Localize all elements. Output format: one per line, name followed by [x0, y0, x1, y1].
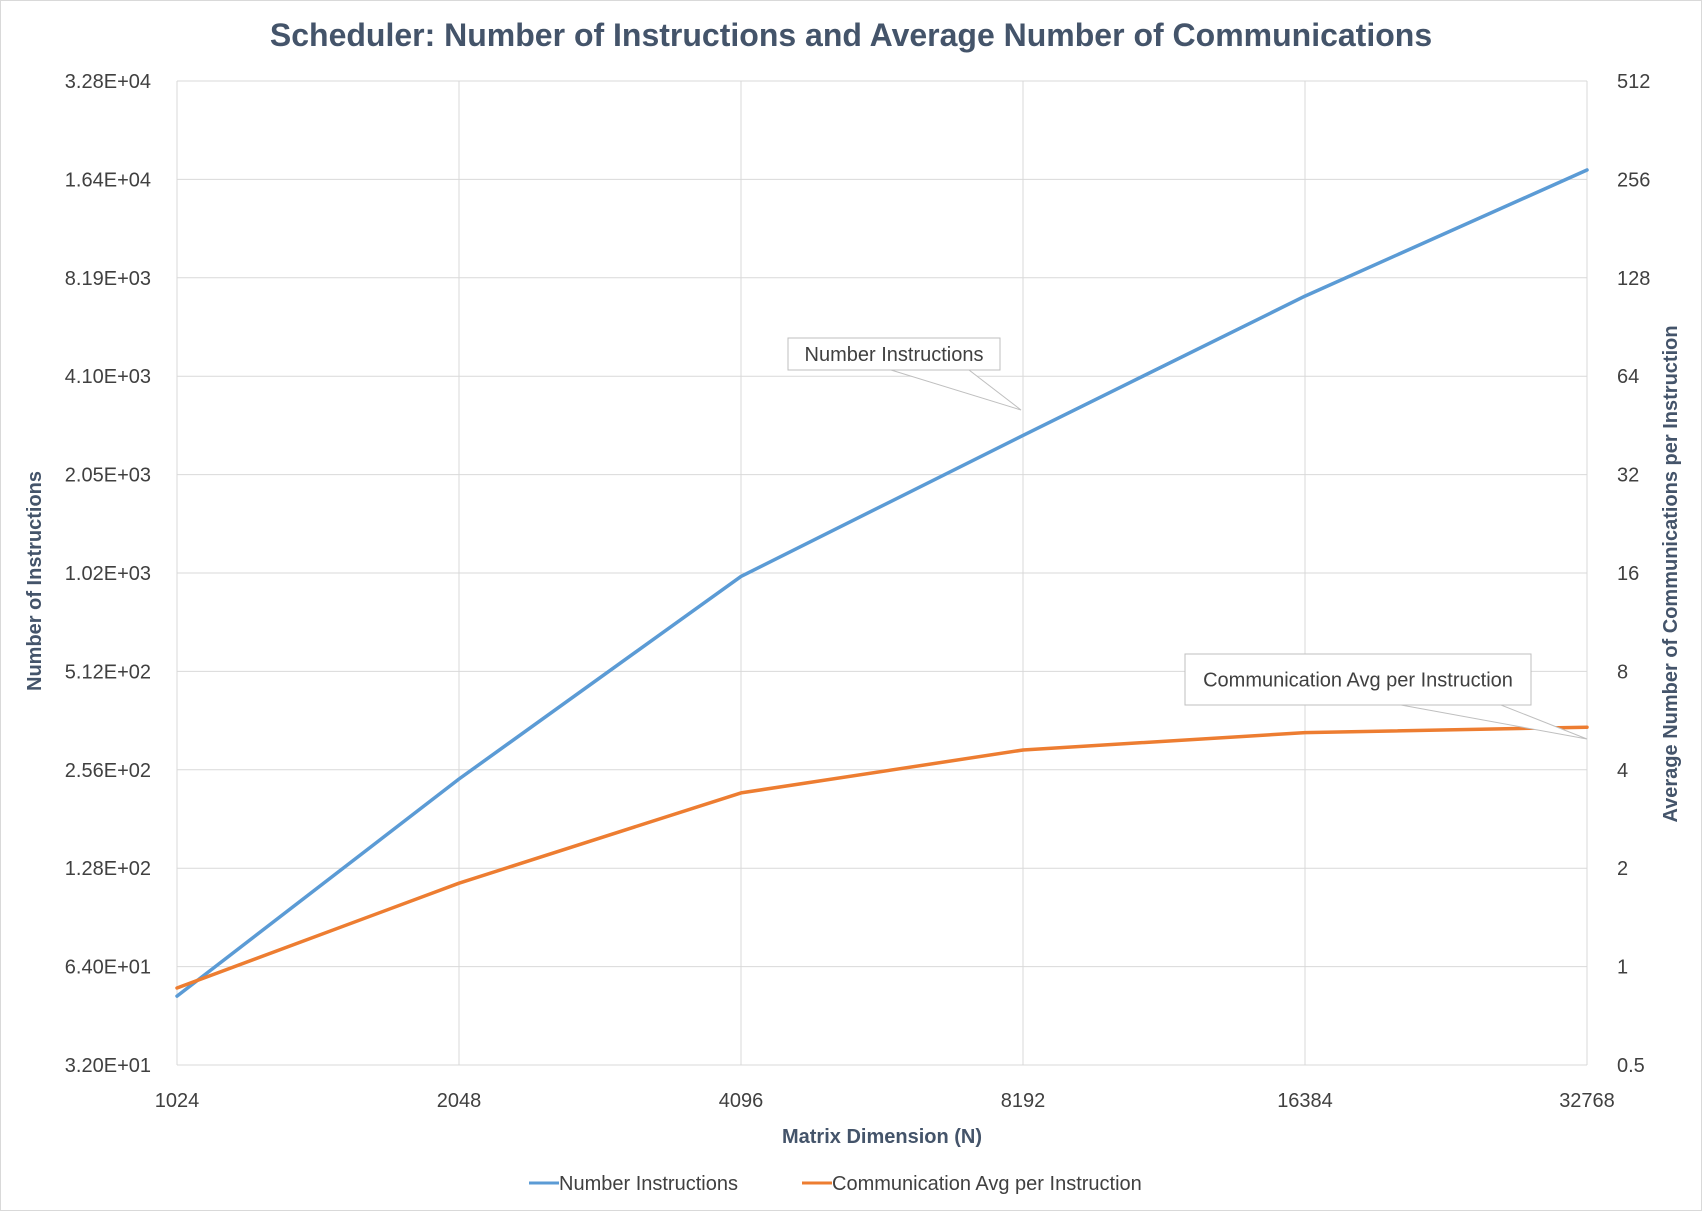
y2-tick-label: 128: [1617, 268, 1650, 290]
y-tick-label: 1.28E+02: [65, 858, 151, 880]
callout: Number Instructions: [787, 337, 1022, 411]
callout-box: [787, 337, 1001, 371]
x-tick-label: 8192: [1001, 1090, 1046, 1112]
series-lines: [175, 168, 1589, 998]
chart-title: Scheduler: Number of Instructions and Av…: [270, 17, 1432, 53]
x-tick-label: 16384: [1277, 1090, 1333, 1112]
x-tick-label: 4096: [719, 1090, 764, 1112]
y-tick-label: 1.64E+04: [65, 169, 151, 191]
legend-label-communication-avg: Communication Avg per Instruction: [832, 1173, 1142, 1195]
y-tick-label: 5.12E+02: [65, 661, 151, 683]
series-line-communication-avg: [175, 725, 1589, 990]
x-tick-label: 32768: [1559, 1090, 1615, 1112]
y2-tick-label: 32: [1617, 465, 1639, 487]
y-tick-label: 3.20E+01: [65, 1055, 151, 1077]
y-tick-label: 8.19E+03: [65, 268, 151, 290]
y2-axis-title: Average Number of Communications per Ins…: [1660, 325, 1682, 822]
callout-box: [1184, 653, 1532, 706]
x-axis-ticks: 1024 2048 4096 8192 16384 32768: [155, 1090, 1615, 1112]
callout: Communication Avg per Instruction: [1184, 653, 1588, 740]
left-axis-ticks: 3.20E+01 6.40E+01 1.28E+02 2.56E+02 5.12E+02…: [65, 71, 151, 1077]
y2-tick-label: 512: [1617, 71, 1650, 93]
y-tick-label: 1.02E+03: [65, 563, 151, 585]
y2-tick-label: 8: [1617, 661, 1628, 683]
y-tick-label: 2.56E+02: [65, 760, 151, 782]
y-axis-title: Number of Instructions: [24, 471, 46, 691]
legend: Number Instructions Communication Avg pe…: [529, 1173, 1142, 1195]
right-axis-ticks: 0.5 1 2 4 8 16 32 64 128 256 512: [1617, 71, 1650, 1077]
y-tick-label: 2.05E+03: [65, 465, 151, 487]
series-line-number-instructions: [175, 168, 1589, 998]
y2-tick-label: 16: [1617, 563, 1639, 585]
gridlines: [176, 80, 1588, 1066]
y2-tick-label: 256: [1617, 169, 1650, 191]
y-tick-label: 6.40E+01: [65, 957, 151, 979]
legend-label-number-instructions: Number Instructions: [559, 1173, 738, 1195]
y2-tick-label: 2: [1617, 858, 1628, 880]
y-tick-label: 4.10E+03: [65, 366, 151, 388]
callout-label: Communication Avg per Instruction: [1203, 670, 1513, 692]
x-axis-title: Matrix Dimension (N): [782, 1126, 982, 1148]
callout-pointer: [1400, 704, 1588, 740]
y-tick-label: 3.28E+04: [65, 71, 151, 93]
y2-tick-label: 0.5: [1617, 1055, 1645, 1077]
callouts: Number Instructions Communication Avg per…: [787, 337, 1588, 740]
x-tick-label: 1024: [155, 1090, 200, 1112]
y2-tick-label: 64: [1617, 366, 1639, 388]
x-tick-label: 2048: [437, 1090, 482, 1112]
y2-tick-label: 4: [1617, 760, 1628, 782]
y2-tick-label: 1: [1617, 957, 1628, 979]
callout-label: Number Instructions: [805, 344, 984, 366]
